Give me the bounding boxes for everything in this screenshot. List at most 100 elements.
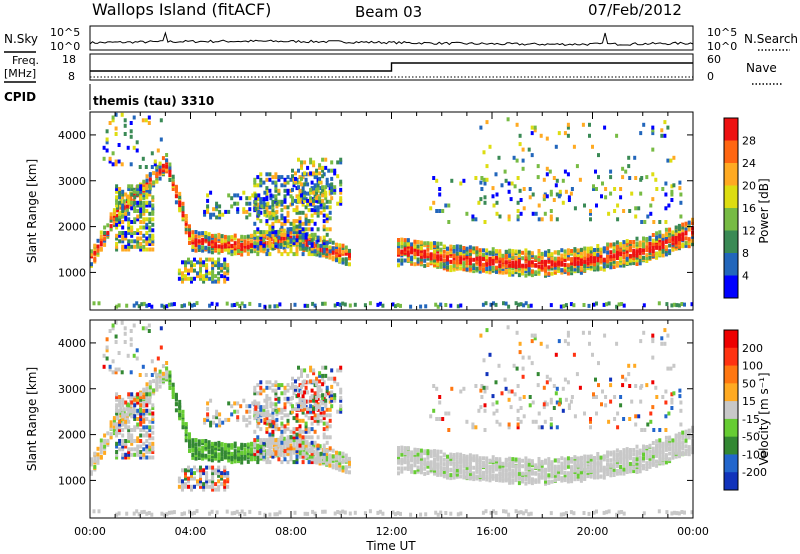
power-cell: [271, 205, 275, 210]
power-cell: [511, 260, 515, 265]
power-cell: [426, 256, 430, 261]
velocity-cell: [130, 447, 134, 452]
velocity-cell: [121, 414, 125, 419]
power-cell: [410, 261, 414, 266]
velocity-cell: [115, 397, 119, 402]
power-cell: [199, 274, 202, 279]
velocity-cell: [217, 452, 221, 457]
velocity-cell: [279, 446, 283, 451]
power-cell: [108, 159, 112, 164]
velocity-cell: [310, 416, 314, 421]
power-cell: [338, 253, 342, 257]
velocity-cell: [504, 468, 508, 473]
velocity-cell: [204, 445, 208, 450]
power-cell: [115, 189, 119, 194]
velocity-cell: [145, 408, 149, 413]
velocity-cell: [211, 471, 215, 476]
power-cell: [586, 257, 590, 262]
velocity-cell: [316, 413, 320, 418]
velocity-cell: [115, 411, 119, 416]
velocity-cell: [527, 462, 531, 467]
power-cell: [567, 195, 571, 200]
power-cell: [145, 188, 149, 193]
velocity-cell: [214, 454, 218, 459]
power-cell: [141, 156, 145, 161]
power-cell: [136, 239, 140, 244]
velocity-cell: [208, 479, 212, 484]
power-cell: [280, 216, 284, 221]
noise-right-tick-high: 10^5: [707, 26, 737, 39]
power-cell: [118, 220, 122, 224]
velocity-cell: [303, 379, 307, 384]
power-cell: [148, 239, 152, 244]
velocity-cell: [625, 449, 629, 454]
power-cell: [188, 301, 191, 306]
velocity-cell: [635, 444, 639, 449]
velocity-cell: [318, 384, 322, 389]
power-cell: [549, 214, 553, 219]
power-cell: [513, 184, 517, 189]
velocity-cell: [161, 376, 165, 381]
power-cell: [148, 200, 152, 205]
velocity-cell: [599, 465, 603, 470]
velocity-cell: [265, 405, 269, 410]
velocity-cell: [589, 467, 593, 472]
velocity-cell: [632, 464, 636, 469]
power-cell: [217, 235, 221, 240]
power-cell: [214, 274, 218, 279]
power-cell: [447, 220, 451, 224]
velocity-cell: [142, 391, 146, 396]
power-cell: [491, 247, 495, 252]
power-cell: [243, 235, 247, 240]
power-cell: [168, 165, 172, 170]
velocity-cell: [171, 385, 175, 390]
velocity-cell: [684, 451, 688, 456]
velocity-cell: [648, 449, 652, 454]
velocity-cell: [674, 440, 678, 444]
power-cell: [274, 183, 278, 188]
power-cell: [609, 250, 613, 255]
velocity-cell: [426, 455, 430, 460]
power-cell: [161, 163, 165, 168]
power-cell: [184, 221, 188, 226]
velocity-cell: [271, 383, 275, 388]
power-cell: [111, 118, 115, 123]
velocity-cell: [181, 409, 185, 414]
power-cell: [586, 261, 590, 266]
power-cell: [215, 215, 219, 220]
velocity-cell: [544, 481, 547, 486]
velocity-cell: [530, 471, 534, 476]
power-cell: [310, 243, 314, 248]
power-cell: [391, 302, 395, 307]
power-cell: [316, 227, 320, 232]
power-cell: [488, 270, 492, 275]
power-cell: [303, 303, 307, 308]
power-cell: [155, 179, 159, 184]
velocity-cell: [681, 430, 685, 435]
velocity-cell: [283, 413, 287, 418]
velocity-cell: [121, 411, 125, 416]
velocity-cell: [651, 450, 655, 454]
velocity-cell: [214, 468, 218, 473]
velocity-cell: [262, 410, 266, 415]
power-cell: [517, 302, 521, 307]
power-cell: [338, 243, 342, 248]
power-cell: [307, 208, 311, 213]
velocity-cell: [142, 404, 146, 408]
velocity-cell: [455, 468, 459, 473]
power-cell: [646, 214, 650, 219]
power-cell: [592, 184, 595, 189]
velocity-cell: [573, 461, 577, 466]
power-cell: [321, 301, 325, 306]
power-cell: [130, 206, 134, 211]
velocity-cell: [681, 445, 685, 450]
velocity-cell: [338, 466, 342, 471]
velocity-cell: [661, 461, 665, 466]
velocity-cell: [265, 460, 269, 465]
velocity-cell: [485, 468, 489, 473]
power-cell: [127, 211, 131, 216]
velocity-cell: [268, 396, 272, 401]
velocity-cell: [190, 476, 193, 481]
power-cell: [274, 230, 278, 235]
power-cell: [105, 129, 109, 134]
